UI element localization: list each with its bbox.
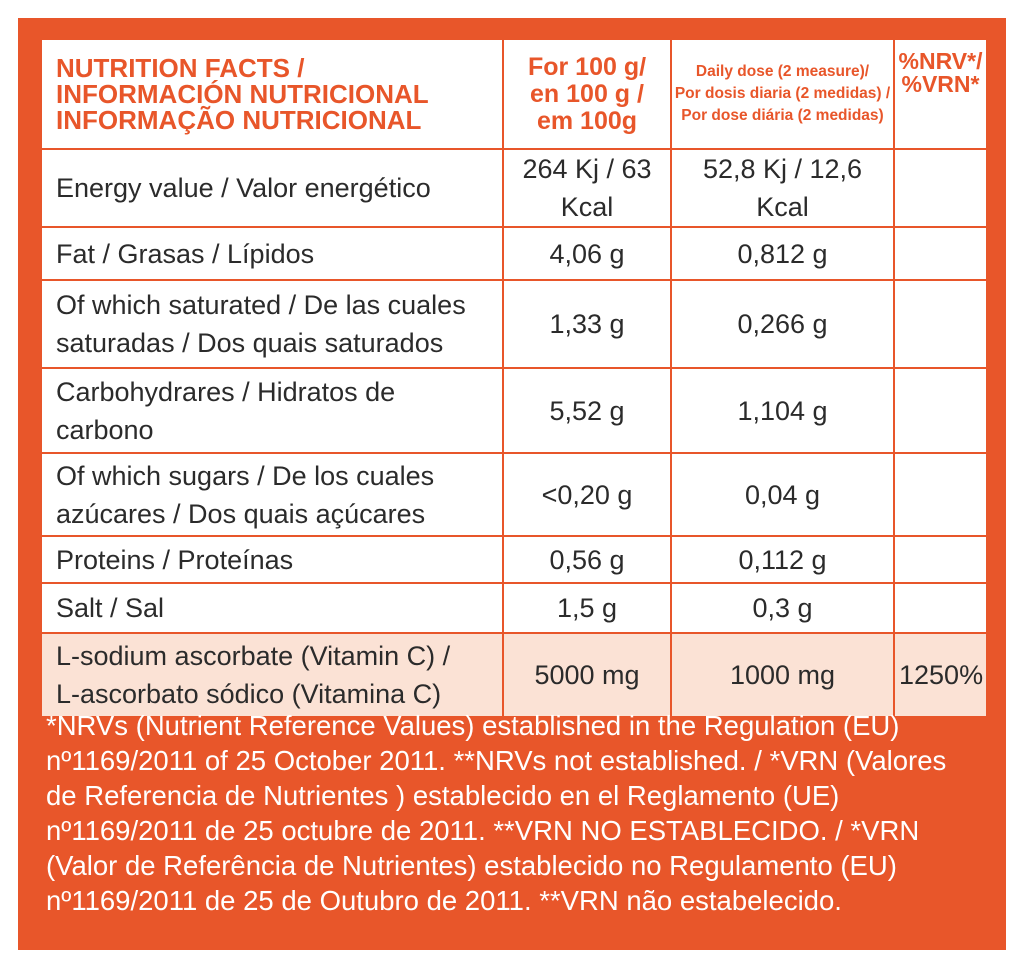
value-per-100g: <0,20 g [502,452,672,537]
value-nrv [893,367,988,454]
value-nrv [893,535,988,584]
header-nrv: %NRV*/ %VRN* [893,38,988,150]
footnote-line: nº1169/2011 de 25 octubre de 2011. **VRN… [46,815,920,846]
table-row-vitamin-c: L-sodium ascorbate (Vitamin C) / L-ascor… [40,632,988,718]
table-row: Proteins / Proteínas 0,56 g 0,112 g [40,535,988,584]
nutrition-panel: NUTRITION FACTS / INFORMACIÓN NUTRICIONA… [18,18,1006,950]
value-nrv [893,452,988,537]
row-label: Salt / Sal [40,582,504,634]
value-daily-dose: 0,04 g [670,452,895,537]
table-row: Salt / Sal 1,5 g 0,3 g [40,582,988,634]
row-label: Proteins / Proteínas [40,535,504,584]
label-line: Of which saturated / De las cuales [56,290,466,320]
label-line: saturadas / Dos quais saturados [56,328,444,358]
nutrition-table: NUTRITION FACTS / INFORMACIÓN NUTRICIONA… [40,38,988,718]
table-row: Carbohydrares / Hidratos de carbono 5,52… [40,367,988,454]
header-line: en 100 g / [530,79,644,108]
header-line: INFORMACIÓN NUTRICIONAL [56,79,429,109]
row-label: Fat / Grasas / Lípidos [40,226,504,281]
header-line: %VRN* [901,71,980,97]
value-per-100g: 264 Kj / 63 Kcal [502,148,672,228]
value-per-100g: 5,52 g [502,367,672,454]
row-label: Of which sugars / De los cuales azúcares… [40,452,504,537]
value-per-100g: 4,06 g [502,226,672,281]
table-row: Fat / Grasas / Lípidos 4,06 g 0,812 g [40,226,988,281]
header-line: Daily dose (2 measure)/ [695,63,870,80]
value-per-100g: 1,5 g [502,582,672,634]
header-line: Por dose diária (2 medidas) [681,107,884,124]
label-line: L-sodium ascorbate (Vitamin C) / [56,641,451,671]
value-nrv: 1250% [893,632,988,718]
footnote-line: nº1169/2011 de 25 de Outubro de 2011. **… [46,885,842,916]
value-daily-dose: 1000 mg [670,632,895,718]
row-label: L-sodium ascorbate (Vitamin C) / L-ascor… [40,632,504,718]
header-line: Por dosis diaria (2 medidas) / [674,85,891,102]
label-line: carbono [56,414,154,445]
footnote-line: de Referencia de Nutrientes ) establecid… [46,780,840,811]
table-header-row: NUTRITION FACTS / INFORMACIÓN NUTRICIONA… [40,38,988,150]
row-label: Of which saturated / De las cuales satur… [40,279,504,369]
label-line: Carbohydrares / Hidratos de [56,376,396,407]
label-line: L-ascorbato sódico (Vitamina C) [56,679,442,709]
label-line: Fat / Grasas / Lípidos [56,238,315,269]
value-nrv [893,279,988,369]
label-line: Energy value / Valor energético [56,173,431,203]
value-daily-dose: 0,3 g [670,582,895,634]
footnote-line: *NRVs (Nutrient Reference Values) establ… [46,710,900,741]
footnote: *NRVs (Nutrient Reference Values) establ… [46,708,986,918]
header-line: em 100g [536,106,638,135]
footnote-line: (Valor de Referência de Nutrientes) esta… [46,850,897,881]
table-row: Of which sugars / De los cuales azúcares… [40,452,988,537]
header-nutrition-facts: NUTRITION FACTS / INFORMACIÓN NUTRICIONA… [40,38,504,150]
value-per-100g: 1,33 g [502,279,672,369]
label-line: Salt / Sal [56,593,165,623]
value-daily-dose: 0,812 g [670,226,895,281]
label-line: Proteins / Proteínas [56,544,294,575]
value-per-100g: 5000 mg [502,632,672,718]
header-line: INFORMAÇÃO NUTRICIONAL [56,105,422,135]
value-per-100g: 0,56 g [502,535,672,584]
value-daily-dose: 0,112 g [670,535,895,584]
label-line: Of which sugars / De los cuales [56,460,435,491]
value-daily-dose: 52,8 Kj / 12,6 Kcal [670,148,895,228]
header-per-100g: For 100 g/ en 100 g / em 100g [502,38,672,150]
value-daily-dose: 1,104 g [670,367,895,454]
table-row: Energy value / Valor energético 264 Kj /… [40,148,988,228]
header-line: For 100 g/ [527,52,647,81]
label-line: azúcares / Dos quais açúcares [56,498,426,529]
footnote-line: nº1169/2011 of 25 October 2011. **NRVs n… [46,745,947,776]
value-nrv [893,226,988,281]
row-label: Energy value / Valor energético [40,148,504,228]
value-nrv [893,582,988,634]
table-row: Of which saturated / De las cuales satur… [40,279,988,369]
header-line: %NRV*/ [898,48,983,74]
value-nrv [893,148,988,228]
value-daily-dose: 0,266 g [670,279,895,369]
header-line: NUTRITION FACTS / [56,53,305,83]
row-label: Carbohydrares / Hidratos de carbono [40,367,504,454]
header-daily-dose: Daily dose (2 measure)/ Por dosis diaria… [670,38,895,150]
